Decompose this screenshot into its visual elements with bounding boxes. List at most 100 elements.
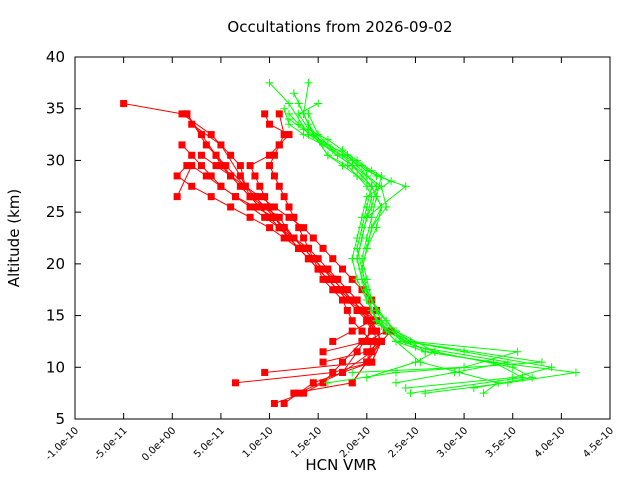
data-point xyxy=(363,358,371,366)
data-point xyxy=(357,223,366,232)
data-point xyxy=(362,373,371,382)
data-point xyxy=(300,389,308,397)
data-point xyxy=(357,254,366,263)
data-point xyxy=(232,379,239,387)
data-point xyxy=(232,193,239,201)
data-point xyxy=(280,193,288,201)
data-point xyxy=(212,151,220,159)
data-point xyxy=(334,275,342,283)
data-point xyxy=(304,244,312,252)
data-point xyxy=(329,255,337,263)
data-point xyxy=(479,389,488,398)
data-point xyxy=(353,348,361,356)
series-14 xyxy=(299,78,580,398)
data-point xyxy=(266,213,274,221)
data-point xyxy=(236,162,244,170)
data-point xyxy=(319,348,327,356)
data-point xyxy=(197,131,205,139)
data-point xyxy=(275,110,283,118)
data-point xyxy=(343,286,351,294)
data-point xyxy=(357,171,366,180)
data-point xyxy=(363,348,371,356)
data-point xyxy=(339,368,346,376)
x-tick-label: 5.0e-11 xyxy=(192,425,227,460)
data-point xyxy=(178,110,186,118)
series-13 xyxy=(289,89,556,392)
data-point xyxy=(266,224,274,232)
data-point xyxy=(469,383,478,392)
y-tick-label: 10 xyxy=(46,358,65,376)
data-point xyxy=(217,141,225,149)
x-axis-label: HCN VMR xyxy=(305,456,376,474)
data-point xyxy=(362,275,371,284)
data-point xyxy=(270,151,278,159)
data-point xyxy=(329,337,337,345)
data-point xyxy=(285,99,293,108)
data-point xyxy=(348,161,357,170)
data-point xyxy=(373,327,381,335)
data-point xyxy=(309,234,317,242)
data-point xyxy=(339,265,346,273)
data-point xyxy=(266,120,274,128)
data-point xyxy=(368,317,376,325)
chart-title: Occultations from 2026-09-02 xyxy=(227,18,452,36)
data-point xyxy=(373,337,381,345)
data-point xyxy=(251,172,259,180)
data-point xyxy=(343,306,351,314)
data-point xyxy=(362,234,371,242)
data-point xyxy=(285,203,293,211)
data-point xyxy=(241,182,249,190)
data-point xyxy=(314,255,322,263)
data-point xyxy=(518,373,527,382)
data-point xyxy=(348,327,356,335)
y-axis: 5 10 15 20 25 30 35 40 xyxy=(46,48,610,428)
data-point xyxy=(314,265,322,273)
data-point xyxy=(368,327,376,335)
data-point xyxy=(295,389,303,397)
data-point xyxy=(289,89,298,98)
data-point xyxy=(450,368,459,377)
data-point xyxy=(508,363,517,372)
data-point xyxy=(207,172,215,180)
data-point xyxy=(401,182,410,191)
data-point xyxy=(212,162,220,170)
data-point xyxy=(183,162,191,170)
series-layer xyxy=(120,78,580,407)
data-point xyxy=(367,213,376,222)
data-point xyxy=(290,389,298,397)
data-point xyxy=(236,172,244,180)
data-point xyxy=(261,368,269,376)
data-point xyxy=(348,317,356,325)
data-point xyxy=(275,224,283,232)
data-point xyxy=(222,162,230,170)
data-point xyxy=(270,172,278,180)
data-point xyxy=(324,275,332,283)
data-point xyxy=(270,203,278,211)
data-point xyxy=(401,383,410,392)
x-tick-label: 2.5e-10 xyxy=(387,425,422,460)
data-point xyxy=(261,203,269,211)
plot-border xyxy=(74,56,611,420)
data-point xyxy=(188,120,196,128)
data-point xyxy=(261,110,269,118)
data-point xyxy=(270,213,278,221)
data-point xyxy=(319,358,327,366)
data-point xyxy=(188,182,196,190)
data-point xyxy=(280,224,288,232)
data-point xyxy=(367,296,376,305)
data-point xyxy=(261,193,269,201)
data-point xyxy=(353,306,361,314)
data-point xyxy=(372,192,381,201)
data-point xyxy=(387,177,396,186)
data-point xyxy=(290,213,298,221)
y-tick-label: 25 xyxy=(46,203,65,221)
data-point xyxy=(377,171,386,180)
data-point xyxy=(353,275,362,284)
data-point xyxy=(503,358,512,367)
data-point xyxy=(329,286,337,294)
data-point xyxy=(304,109,313,118)
series-20 xyxy=(294,99,439,382)
data-point xyxy=(207,131,215,139)
data-point xyxy=(251,203,259,211)
